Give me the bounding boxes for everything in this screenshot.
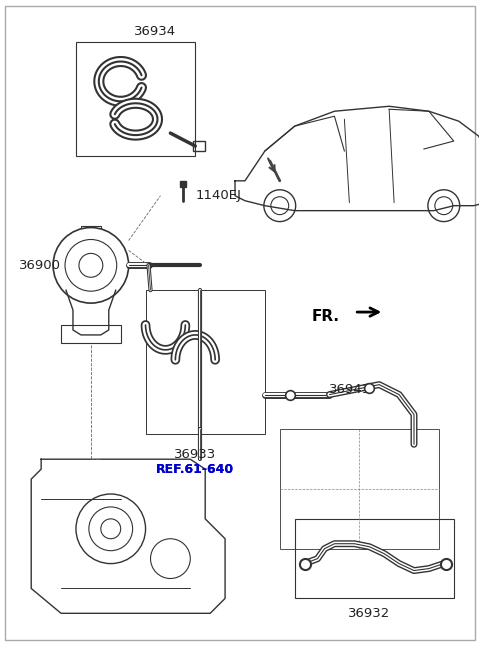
Text: 36933: 36933 — [174, 448, 216, 461]
Circle shape — [151, 539, 190, 579]
Bar — [145, 290, 265, 434]
Circle shape — [435, 197, 453, 214]
Bar — [76, 41, 195, 156]
Circle shape — [271, 197, 288, 214]
Bar — [280, 430, 439, 548]
Circle shape — [76, 494, 145, 563]
Circle shape — [53, 227, 129, 303]
Circle shape — [428, 190, 460, 222]
Text: 36941: 36941 — [329, 383, 372, 396]
Circle shape — [89, 507, 132, 550]
Bar — [193, 141, 205, 151]
Text: REF.61-640: REF.61-640 — [156, 463, 234, 475]
Bar — [81, 225, 101, 240]
Text: 36934: 36934 — [134, 25, 177, 38]
Bar — [295, 519, 454, 598]
Text: 1140EJ: 1140EJ — [195, 189, 241, 202]
Text: 36932: 36932 — [348, 607, 390, 620]
Circle shape — [264, 190, 296, 222]
Circle shape — [79, 253, 103, 277]
Text: FR.: FR. — [312, 309, 339, 324]
Text: REF.61-640: REF.61-640 — [156, 463, 234, 475]
Circle shape — [65, 240, 117, 291]
Bar — [61, 325, 120, 343]
Text: 36900: 36900 — [19, 259, 61, 272]
Circle shape — [101, 519, 120, 539]
